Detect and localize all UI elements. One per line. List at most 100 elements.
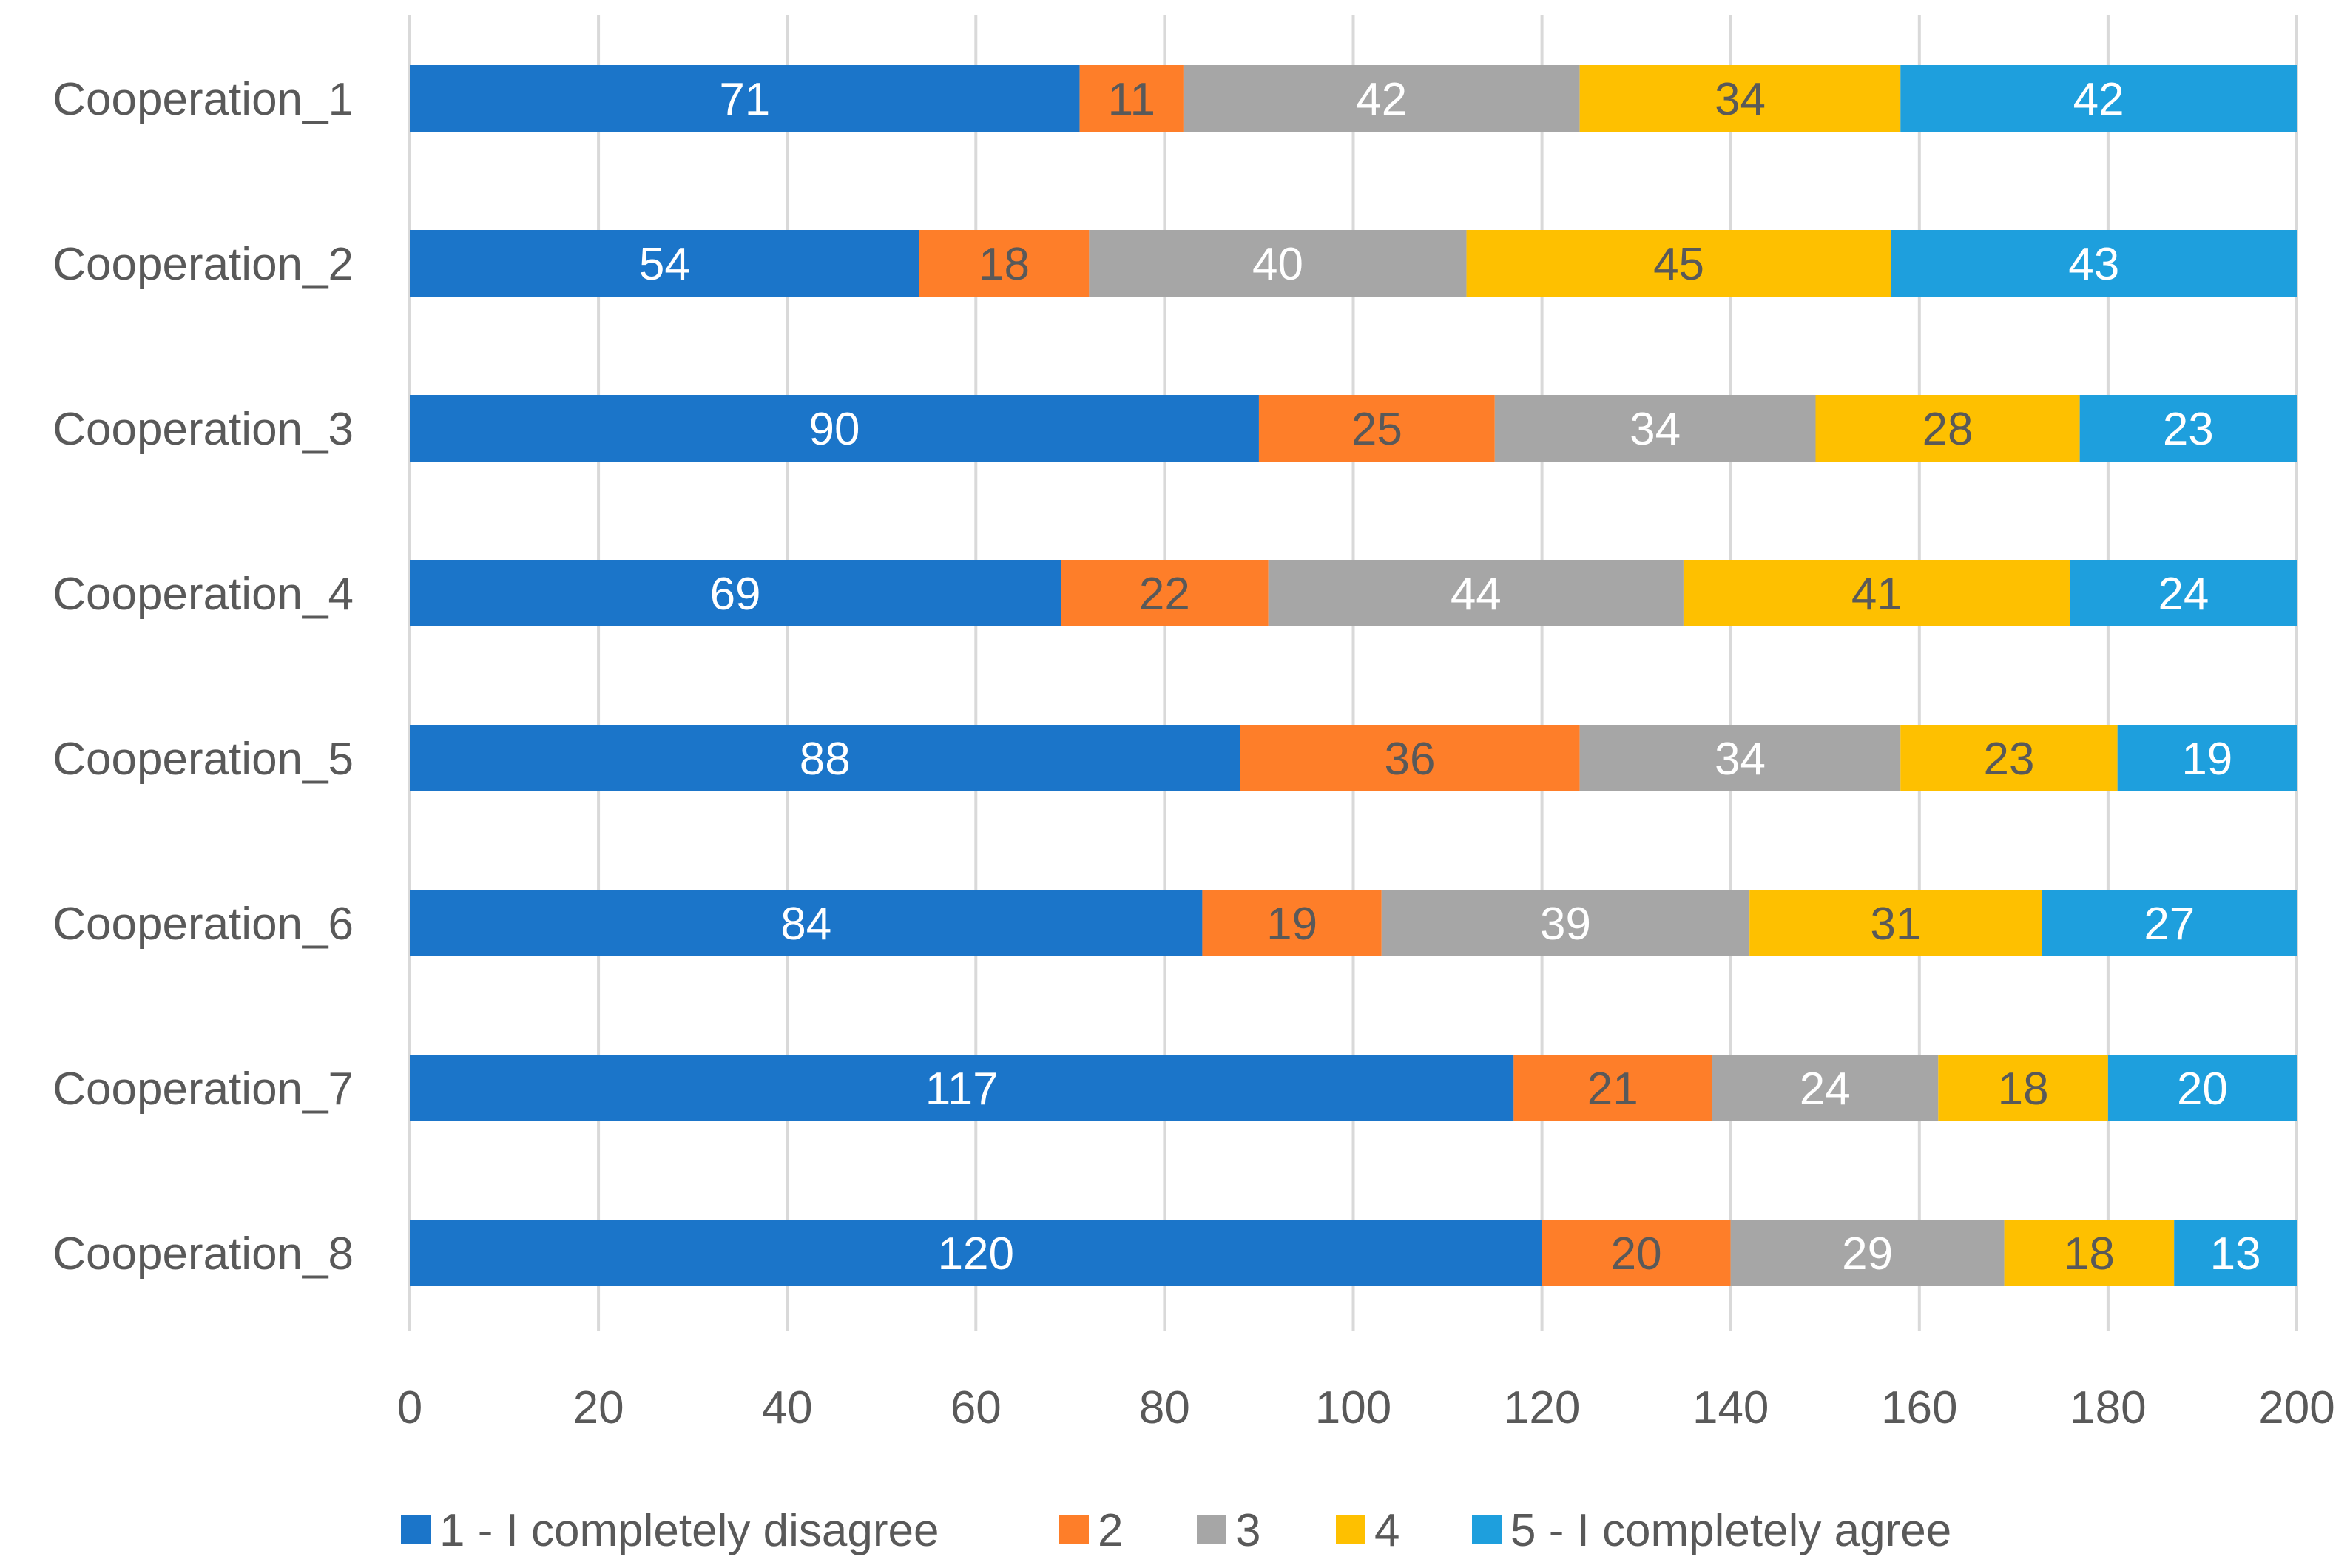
x-tick-label: 180 xyxy=(2070,1382,2146,1433)
category-label: Cooperation_1 xyxy=(53,74,354,125)
bar-segment xyxy=(2174,1220,2297,1286)
x-tick-label: 120 xyxy=(1504,1382,1580,1433)
bar-segment xyxy=(1891,230,2297,297)
bar-segment xyxy=(410,395,1259,462)
bar-data-label: 21 xyxy=(1587,1064,1638,1115)
bar-segment xyxy=(410,560,1061,626)
bars: 71 11 42 34 42 54 18 40 45 43 90 25 34 28 23 69 22 44 41 24… xyxy=(410,65,2297,1286)
bar-segment xyxy=(2070,560,2297,626)
bar-segment xyxy=(1579,65,1901,132)
bar-data-label: 18 xyxy=(2064,1229,2115,1280)
bar-data-label: 69 xyxy=(710,569,761,620)
legend-label: 1 - I completely disagree xyxy=(439,1505,939,1556)
bar-segment xyxy=(2004,1220,2175,1286)
x-tick-label: 100 xyxy=(1315,1382,1391,1433)
bar-segment xyxy=(1900,65,2297,132)
bar-segment xyxy=(410,230,919,297)
bar-segment xyxy=(410,1055,1514,1121)
bar-data-label: 22 xyxy=(1139,569,1190,620)
x-tick-label: 0 xyxy=(397,1382,422,1433)
gridlines xyxy=(408,15,2298,1331)
bar-segment xyxy=(2042,890,2297,956)
bar-data-label: 71 xyxy=(719,74,770,125)
bar-segment xyxy=(1815,395,2080,462)
bar-data-label: 34 xyxy=(1715,734,1766,785)
bar-data-label: 43 xyxy=(2068,239,2119,290)
legend-swatch xyxy=(401,1515,431,1544)
legend-label: 3 xyxy=(1235,1505,1260,1556)
bar-segment xyxy=(1466,230,1891,297)
x-tick-label: 80 xyxy=(1139,1382,1190,1433)
bar-data-label: 27 xyxy=(2144,899,2195,950)
bar-segment xyxy=(1938,1055,2108,1121)
bar-segment xyxy=(2117,725,2297,791)
bar-segment xyxy=(1079,65,1184,132)
bar-segment xyxy=(1202,890,1382,956)
bar-data-label: 18 xyxy=(979,239,1030,290)
bar-segment xyxy=(1494,395,1816,462)
bar-data-label: 42 xyxy=(1356,74,1407,125)
bar-segment xyxy=(410,725,1240,791)
bar-data-label: 117 xyxy=(925,1064,999,1115)
bar-data-label: 36 xyxy=(1385,734,1436,785)
bar-segment xyxy=(1579,725,1901,791)
category-label: Cooperation_3 xyxy=(53,404,354,455)
bar-segment xyxy=(919,230,1090,297)
bar-segment xyxy=(1900,725,2118,791)
bar-data-label: 19 xyxy=(1266,899,1317,950)
bar-data-label: 19 xyxy=(2181,734,2232,785)
bar-data-label: 120 xyxy=(938,1229,1014,1280)
bar-segment xyxy=(2107,1055,2297,1121)
bar-data-label: 28 xyxy=(1922,404,1973,455)
legend: 1 - I completely disagree 2 3 4 5 - I comple… xyxy=(401,1505,1951,1556)
bar-data-label: 25 xyxy=(1351,404,1402,455)
legend-swatch xyxy=(1197,1515,1226,1544)
bar-segment xyxy=(1730,1220,2005,1286)
bar-data-label: 11 xyxy=(1108,74,1155,125)
bar-data-label: 24 xyxy=(1800,1064,1851,1115)
category-label: Cooperation_7 xyxy=(53,1064,354,1115)
bar-segment xyxy=(1089,230,1467,297)
bar-data-label: 18 xyxy=(1998,1064,2049,1115)
bar-segment xyxy=(410,65,1080,132)
x-tick-label: 20 xyxy=(573,1382,624,1433)
bar-segment xyxy=(1749,890,2042,956)
y-axis: Cooperation_1 Cooperation_2 Cooperation_3 C… xyxy=(53,74,354,1280)
bar-data-label: 20 xyxy=(2177,1064,2228,1115)
bar-segment xyxy=(1712,1055,1939,1121)
legend-label: 5 - I completely agree xyxy=(1510,1505,1951,1556)
category-label: Cooperation_4 xyxy=(53,569,354,620)
bar-data-label: 41 xyxy=(1851,569,1902,620)
bar-segment xyxy=(1061,560,1269,626)
x-tick-label: 40 xyxy=(762,1382,813,1433)
bar-data-label: 39 xyxy=(1540,899,1591,950)
legend-swatch xyxy=(1472,1515,1502,1544)
bar-segment xyxy=(1183,65,1580,132)
bar-data-label: 31 xyxy=(1870,899,1921,950)
bar-data-label: 34 xyxy=(1715,74,1766,125)
legend-label: 2 xyxy=(1098,1505,1123,1556)
bar-data-label: 84 xyxy=(780,899,831,950)
category-label: Cooperation_5 xyxy=(53,734,354,785)
category-label: Cooperation_6 xyxy=(53,899,354,950)
bar-data-label: 24 xyxy=(2158,569,2209,620)
category-label: Cooperation_2 xyxy=(53,239,354,290)
bar-data-label: 90 xyxy=(808,404,860,455)
bar-data-label: 45 xyxy=(1653,239,1704,290)
bar-segment xyxy=(410,1220,1542,1286)
bar-segment xyxy=(1542,1220,1731,1286)
bar-data-label: 20 xyxy=(1611,1229,1662,1280)
bar-data-label: 42 xyxy=(2073,74,2124,125)
bar-segment xyxy=(1683,560,2070,626)
bar-segment xyxy=(1513,1055,1712,1121)
bar-data-label: 44 xyxy=(1451,569,1502,620)
bar-segment xyxy=(1240,725,1580,791)
legend-swatch xyxy=(1059,1515,1089,1544)
x-tick-label: 200 xyxy=(2258,1382,2334,1433)
bar-data-label: 40 xyxy=(1252,239,1303,290)
legend-swatch xyxy=(1336,1515,1365,1544)
bar-data-label: 54 xyxy=(639,239,690,290)
bar-data-label: 23 xyxy=(2163,404,2214,455)
legend-label: 4 xyxy=(1374,1505,1399,1556)
